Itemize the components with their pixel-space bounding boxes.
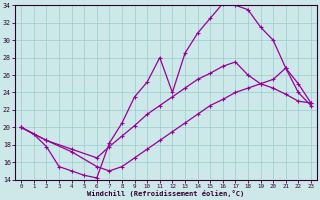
X-axis label: Windchill (Refroidissement éolien,°C): Windchill (Refroidissement éolien,°C) bbox=[87, 190, 245, 197]
